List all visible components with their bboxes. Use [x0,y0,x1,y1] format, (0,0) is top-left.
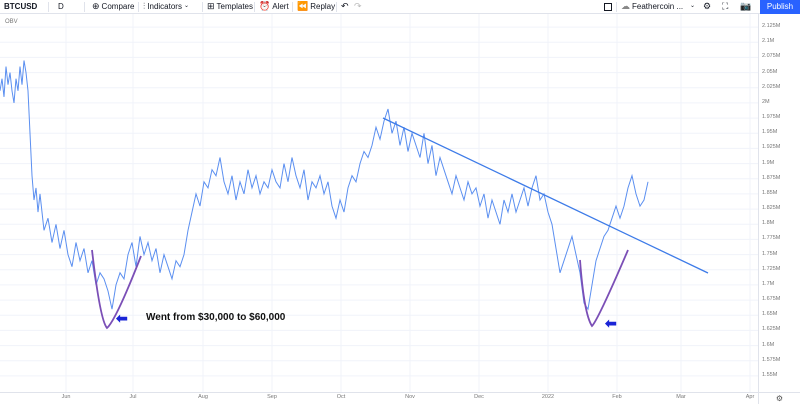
annotation-text[interactable]: Went from $30,000 to $60,000 [146,312,286,323]
redo-button[interactable]: ↷ [354,0,362,13]
replay-label: Replay [310,2,336,11]
price-tick-label: 2.025M [762,83,781,90]
price-tick-label: 2.075M [762,53,781,60]
price-tick-label: 1.7M [762,280,775,287]
price-tick-label: 1.55M [762,371,778,378]
price-tick-label: 1.85M [762,189,778,196]
expand-icon: ⛶ [722,1,729,11]
arrow-left-icon: ⬅ [605,315,617,331]
obv-line [0,60,649,311]
templates-grid-icon: ⊞ [207,1,215,11]
time-tick-label: Nov [405,394,415,400]
price-tick-label: 2.1M [762,38,775,45]
publish-button[interactable]: Publish [760,0,800,14]
indicators-label: Indicators [147,2,182,11]
gear-icon: ⚙ [775,394,784,403]
square-icon [604,2,612,11]
indicators-icon: ⫶ [143,1,146,11]
templates-label: Templates [216,2,254,11]
chart-grid [0,14,758,392]
trendline[interactable] [382,117,709,274]
replay-button[interactable]: ⏪ Replay [297,0,335,13]
price-tick-label: 1.575M [762,356,781,363]
chart-pane[interactable] [0,14,758,392]
plus-circle-icon: ⊕ [92,1,100,11]
time-tick-label: Apr [745,394,755,400]
templates-button[interactable]: ⊞ Templates [207,0,253,13]
cloud-icon: ☁ [621,1,630,11]
chevron-down-icon: ⌄ [183,3,189,9]
indicators-button[interactable]: ⫶ Indicators ⌄ [143,0,189,13]
symbol-label: BTCUSD [4,2,38,11]
gear-icon: ⚙ [703,1,712,11]
toolbar-divider [336,2,337,12]
interval-label: D [58,2,64,11]
time-tick-label: Sep [267,394,277,400]
alarm-clock-icon: ⏰ [259,1,271,11]
redo-icon: ↷ [354,1,362,11]
toolbar-divider [202,2,203,12]
replay-icon: ⏪ [297,1,309,11]
price-tick-label: 1.825M [762,205,781,212]
indicator-label: OBV [5,19,18,25]
interval-button[interactable]: D [58,0,64,13]
layout-dropdown[interactable]: ⌄ [690,0,695,13]
price-tick-label: 1.65M [762,311,778,318]
price-tick-label: 1.95M [762,129,778,136]
time-tick-label: Jul [129,394,137,400]
time-tick-label: 2022 [541,394,555,400]
price-tick-label: 1.625M [762,326,781,333]
toolbar-divider [292,2,293,12]
toolbar-divider [138,2,139,12]
cup-curve-left[interactable] [91,249,142,330]
time-tick-label: Oct [336,394,346,400]
top-toolbar: BTCUSD D ⊕ Compare ⫶ Indicators ⌄ ⊞ Temp… [0,0,800,14]
toolbar-divider [84,2,85,12]
arrow-left-icon: ⬅ [116,310,128,326]
time-tick-label: Dec [474,394,484,400]
price-tick-label: 2M [762,98,770,105]
toolbar-divider [254,2,255,12]
time-scale[interactable]: Jun Jul Aug Sep Oct Nov Dec 2022 Feb Mar Apr [0,392,758,404]
chevron-down-icon: ⌄ [690,3,696,9]
settings-button[interactable]: ⚙ [703,0,711,13]
time-tick-label: Feb [612,394,622,400]
price-tick-label: 1.75M [762,250,778,257]
cup-curve-right[interactable] [579,249,629,328]
toolbar-divider [616,2,617,12]
layout-name: Feathercoin ... [632,2,684,11]
price-tick-label: 1.975M [762,114,781,121]
alert-label: Alert [272,2,289,11]
fullscreen-toggle[interactable] [604,0,612,13]
price-tick-label: 1.6M [762,341,775,348]
snapshot-button[interactable]: 📷 [740,0,751,13]
obv-series [0,60,649,311]
price-scale[interactable]: 2.125M 2.1M 2.075M 2.05M 2.025M 2M 1.975M 1.95M… [758,14,800,392]
layout-menu[interactable]: ☁ Feathercoin ... [621,0,683,13]
price-tick-label: 1.875M [762,174,781,181]
price-tick-label: 1.8M [762,220,775,227]
undo-button[interactable]: ↶ [341,0,349,13]
price-tick-label: 1.775M [762,235,781,242]
price-tick-label: 1.725M [762,265,781,272]
alert-button[interactable]: ⏰ Alert [259,0,289,13]
time-tick-label: Jun [61,394,71,400]
toolbar-divider [48,2,49,12]
fullscreen-button[interactable]: ⛶ [722,0,728,13]
compare-button[interactable]: ⊕ Compare [92,0,134,13]
time-tick-label: Mar [676,394,686,400]
price-tick-label: 2.125M [762,23,781,30]
price-tick-label: 1.9M [762,159,775,166]
time-tick-label: Aug [198,394,208,400]
price-tick-label: 2.05M [762,68,778,75]
camera-icon: 📷 [740,1,752,11]
compare-label: Compare [101,2,135,11]
undo-icon: ↶ [341,1,349,11]
price-tick-label: 1.925M [762,144,781,151]
symbol-search[interactable]: BTCUSD [4,0,37,13]
scale-settings-button[interactable]: ⚙ [758,392,800,404]
price-tick-label: 1.675M [762,296,781,303]
